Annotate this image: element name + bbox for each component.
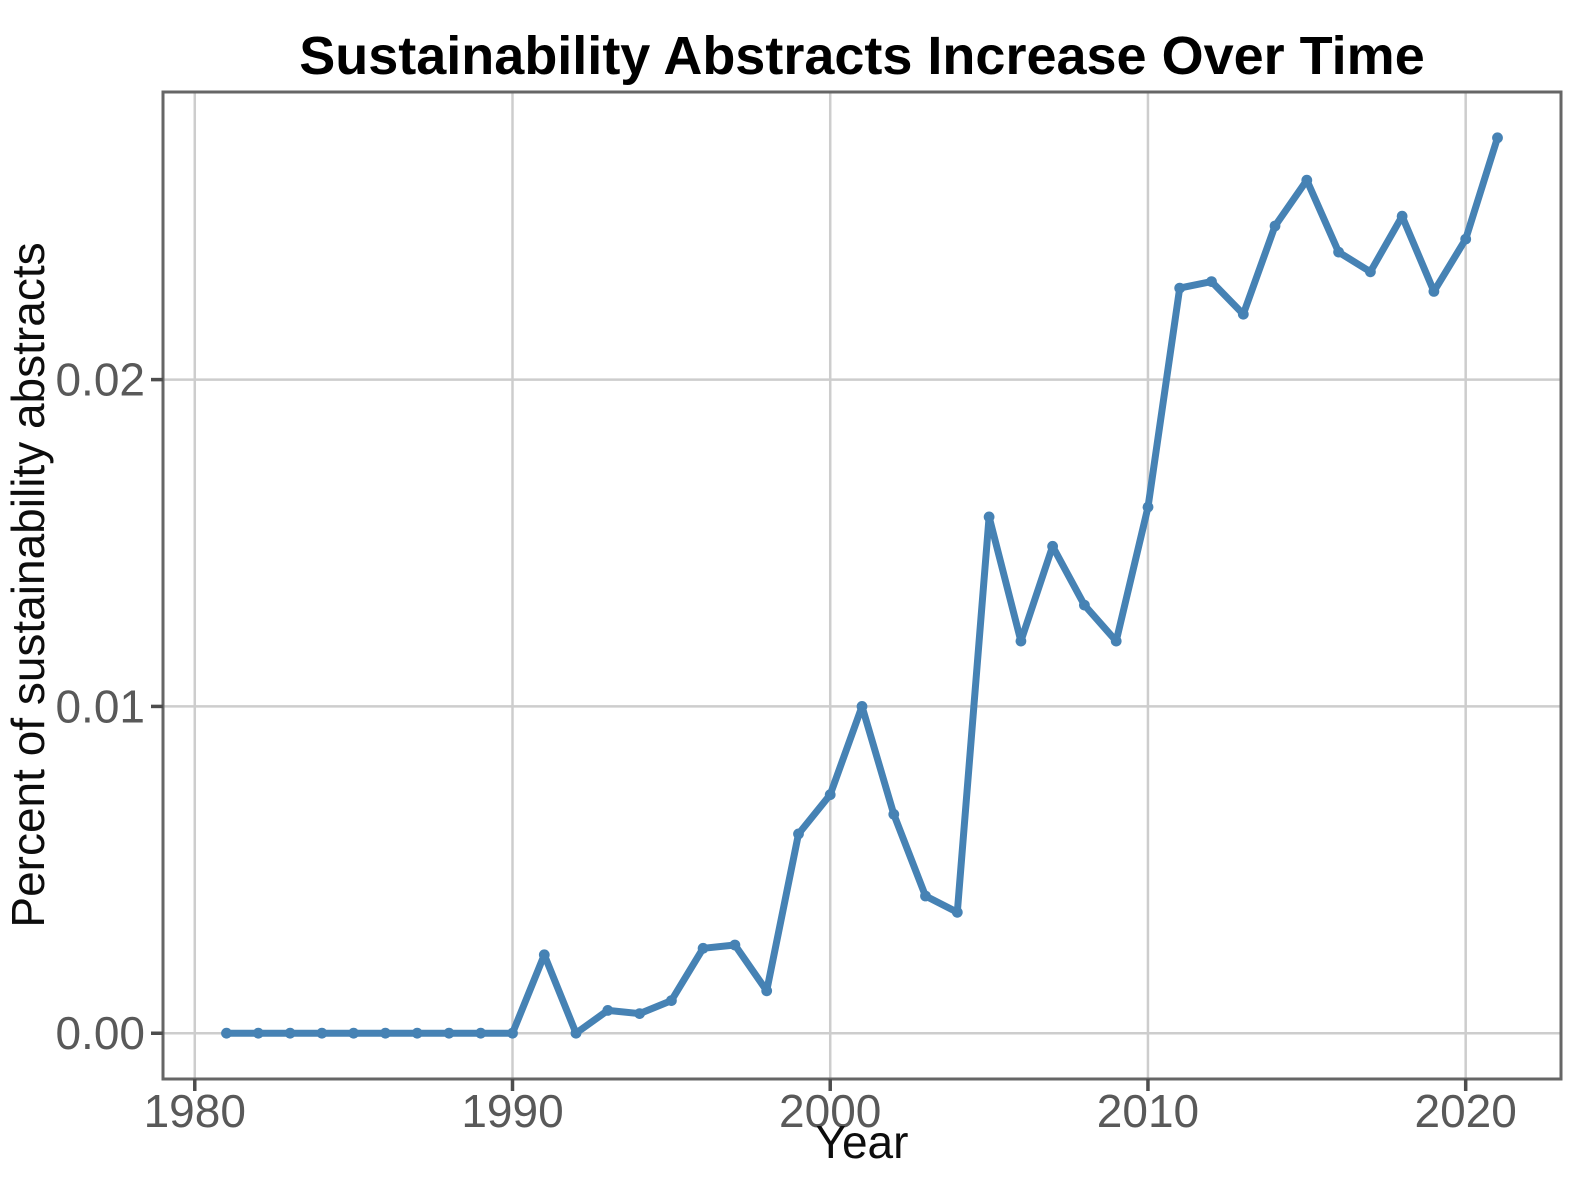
data-point-1991 xyxy=(538,949,550,961)
data-point-2005 xyxy=(983,511,995,523)
data-point-1992 xyxy=(570,1027,582,1039)
tick-label-x-2020: 2020 xyxy=(1415,1085,1517,1137)
data-point-2013 xyxy=(1237,308,1249,320)
data-point-2010 xyxy=(1142,501,1154,513)
plot-panel: 1980 1990 2000 2010 2020 0.00 0.01 0.02 xyxy=(55,90,1563,1137)
data-point-1994 xyxy=(634,1008,645,1019)
data-point-2018 xyxy=(1396,210,1408,222)
data-point-1989 xyxy=(475,1027,487,1039)
data-point-2009 xyxy=(1110,635,1122,647)
data-point-1997 xyxy=(729,939,741,951)
data-point-1981 xyxy=(221,1027,232,1039)
data-point-2014 xyxy=(1269,220,1281,232)
data-point-2001 xyxy=(856,701,868,712)
data-point-2004 xyxy=(951,906,963,918)
data-point-2015 xyxy=(1301,174,1313,186)
data-point-2008 xyxy=(1079,599,1090,611)
panel-background xyxy=(163,92,1561,1079)
data-point-2017 xyxy=(1365,266,1376,278)
chart-title: Sustainability Abstracts Increase Over T… xyxy=(299,26,1424,86)
data-point-1990 xyxy=(507,1027,518,1039)
data-point-2011 xyxy=(1174,282,1186,294)
data-point-1995 xyxy=(666,995,677,1006)
data-point-1983 xyxy=(284,1027,296,1039)
data-point-2016 xyxy=(1333,246,1344,258)
data-point-2002 xyxy=(888,808,900,820)
data-point-1986 xyxy=(380,1027,391,1039)
tick-label-x-2010: 2010 xyxy=(1097,1085,1199,1137)
data-point-2021 xyxy=(1492,132,1503,144)
data-point-2007 xyxy=(1047,540,1058,552)
tick-label-x-2000: 2000 xyxy=(779,1085,881,1137)
data-point-1987 xyxy=(411,1027,423,1039)
data-point-1985 xyxy=(348,1027,359,1039)
data-point-2006 xyxy=(1015,635,1027,647)
data-point-2019 xyxy=(1428,286,1440,297)
data-point-1982 xyxy=(252,1027,264,1039)
data-point-1999 xyxy=(793,828,804,840)
data-point-2003 xyxy=(920,890,931,902)
tick-label-y-0.01: 0.01 xyxy=(55,680,145,732)
data-point-2012 xyxy=(1206,276,1217,287)
panel-border xyxy=(161,90,1563,1081)
data-point-1996 xyxy=(697,942,709,954)
tick-label-x-1990: 1990 xyxy=(461,1085,563,1137)
y-axis-label: Percent of sustainability abstracts xyxy=(2,242,54,927)
data-point-1984 xyxy=(316,1027,328,1039)
data-point-2020 xyxy=(1460,233,1472,245)
tick-label-y-0.02: 0.02 xyxy=(55,354,145,406)
data-point-1988 xyxy=(443,1027,455,1039)
tick-label-y-0.00: 0.00 xyxy=(55,1007,145,1059)
tick-label-x-1980: 1980 xyxy=(144,1085,246,1137)
data-point-1998 xyxy=(761,985,773,997)
x-axis-label: Year xyxy=(816,1116,909,1168)
data-point-1993 xyxy=(602,1005,614,1016)
data-point-2000 xyxy=(824,789,836,801)
